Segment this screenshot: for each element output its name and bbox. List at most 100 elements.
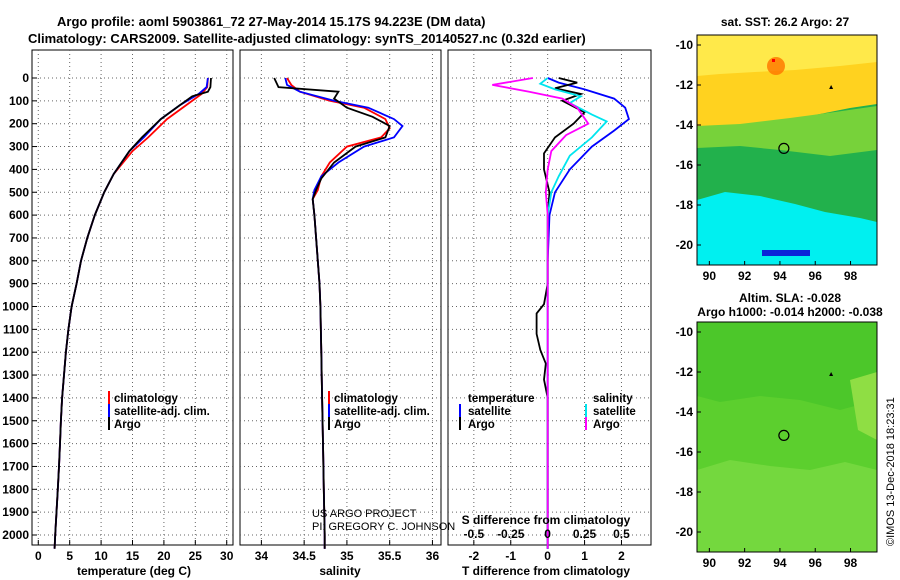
previous-position-marker [829, 372, 834, 376]
salinity-legend: climatology satellite-adj. clim. Argo [328, 391, 430, 431]
profile-line-salinity-satellite [538, 77, 609, 549]
depth-tick-label: 400 [9, 162, 29, 176]
depth-tick-label: 1900 [2, 505, 29, 519]
s-diff-tick-label: 0 [544, 527, 551, 541]
float-position-marker [778, 429, 790, 441]
map-y-tick-label: -10 [676, 38, 694, 52]
map-y-tick-label: -20 [676, 238, 694, 252]
figure-title-line2: Climatology: CARS2009. Satellite-adjuste… [28, 31, 586, 46]
map-y-tick-label: -16 [676, 445, 694, 459]
float-position-marker [778, 142, 790, 154]
difference-legend: temperature satellite Argo salinity sate… [459, 393, 636, 431]
legend-label-satellite: satellite-adj. clim. [334, 406, 430, 418]
temperature-axis-label: temperature (deg C) [77, 564, 191, 578]
x-tick-label: 35 [340, 549, 354, 563]
s-difference-axis-label: S difference from climatology [462, 513, 631, 527]
map-y-tick-label: -12 [676, 78, 694, 92]
x-tick-label: 10 [94, 549, 108, 563]
sst-coldest-patch [762, 250, 810, 256]
s-difference-tick-labels: -0.5 -0.25 0 0.25 0.5 [463, 527, 630, 541]
map-x-tick-label: 90 [703, 556, 717, 570]
depth-tick-label: 200 [9, 117, 29, 131]
depth-tick-label: 1100 [3, 322, 29, 336]
s-diff-tick-label: -0.25 [497, 527, 525, 541]
depth-tick-label: 0 [22, 71, 29, 85]
salinity-axis-label: salinity [319, 564, 361, 578]
x-tick-label: 30 [220, 549, 234, 563]
sst-cold-region [697, 192, 877, 265]
x-tick-label: -2 [469, 549, 480, 563]
depth-tick-label: 700 [9, 231, 29, 245]
sla-map-subtitle: Argo h1000: -0.014 h2000: -0.038 [697, 305, 883, 319]
legend-label-argo: Argo [114, 419, 141, 431]
legend-header-salinity: salinity [593, 393, 633, 405]
profile-line-argo [273, 77, 391, 549]
map-x-tick-label: 98 [844, 269, 858, 283]
depth-tick-label: 1400 [2, 391, 29, 405]
sla-region-east [850, 372, 877, 440]
x-tick-label: 36 [426, 549, 440, 563]
legend-header-temperature: temperature [468, 393, 534, 405]
profile-line-temperature-satellite [546, 77, 630, 549]
sla-map-frame [696, 321, 878, 553]
sst-map-frame [696, 34, 878, 266]
legend-label-argo: Argo [334, 419, 361, 431]
legend-label-t-argo: Argo [468, 419, 495, 431]
difference-panel-frame [447, 49, 652, 546]
depth-tick-label: 1700 [2, 459, 29, 473]
sst-warmest-band [697, 35, 877, 76]
map-x-tick-label: 90 [703, 269, 717, 283]
map-x-tick-label: 94 [773, 269, 787, 283]
depth-tick-label: 1500 [2, 414, 29, 428]
depth-tick-labels: 0 100 200 300 400 500 600 700 800 900 1000 1100 1200… [2, 71, 37, 542]
t-difference-axis-label: T difference from climatology [462, 564, 630, 578]
map-x-tick-label: 94 [773, 556, 787, 570]
map-y-tick-label: -18 [676, 198, 694, 212]
x-tick-label: 34.5 [292, 549, 316, 563]
depth-tick-label: 800 [9, 254, 29, 268]
s-diff-tick-label: -0.5 [463, 527, 484, 541]
profile-line-argo [53, 77, 212, 549]
legend-label-t-satellite: satellite [468, 406, 511, 418]
sla-map [697, 322, 877, 552]
sla-map-axes: 90 92 94 96 98 -10 -12 -14 -16 -18 -20 [676, 325, 858, 570]
sst-hotspot [767, 57, 785, 75]
x-tick-label: 34 [255, 549, 269, 563]
map-y-tick-label: -20 [676, 525, 694, 539]
map-y-tick-label: -10 [676, 325, 694, 339]
legend-label-climatology: climatology [114, 393, 179, 405]
map-x-tick-label: 92 [738, 556, 752, 570]
legend-label-climatology: climatology [334, 393, 399, 405]
profile-line-temperature-argo [535, 77, 587, 549]
map-y-tick-label: -12 [676, 365, 694, 379]
salinity-panel-frame [239, 49, 442, 546]
map-y-tick-label: -14 [676, 405, 694, 419]
map-x-tick-label: 96 [809, 556, 823, 570]
depth-tick-label: 300 [9, 140, 29, 154]
map-y-tick-label: -14 [676, 118, 694, 132]
x-tick-label: 2 [618, 549, 625, 563]
profile-line-salinity-argo [492, 77, 590, 549]
map-y-tick-label: -16 [676, 158, 694, 172]
dotted-gridlines [32, 50, 651, 545]
sst-map-axes: 90 92 94 96 98 -10 -12 -14 -16 -18 -20 [676, 38, 858, 283]
sla-region-north [697, 322, 877, 410]
sla-map-title: Altim. SLA: -0.028 [739, 291, 841, 305]
s-diff-tick-label: 0.5 [613, 527, 630, 541]
map-x-tick-label: 92 [738, 269, 752, 283]
legend-label-s-argo: Argo [593, 419, 620, 431]
imos-watermark: ©IMOS 13-Dec-2018 18:23:31 [885, 397, 897, 546]
x-tick-label: 0 [544, 549, 551, 563]
temperature-legend: climatology satellite-adj. clim. Argo [108, 391, 210, 431]
depth-tick-label: 600 [9, 208, 29, 222]
map-y-tick-label: -18 [676, 485, 694, 499]
x-tick-label: 1 [581, 549, 588, 563]
depth-tick-label: 1800 [2, 482, 29, 496]
s-diff-tick-label: 0.25 [573, 527, 597, 541]
x-tick-labels: 0 5 10 15 20 25 30 34 34.5 35 35.5 36 -2 -1 0 1 2 [35, 540, 625, 563]
depth-tick-label: 100 [9, 94, 29, 108]
sst-hotspot-core [772, 59, 775, 62]
credit-pi: PI: GREGORY C. JOHNSON [312, 521, 455, 533]
previous-position-marker [829, 85, 834, 89]
